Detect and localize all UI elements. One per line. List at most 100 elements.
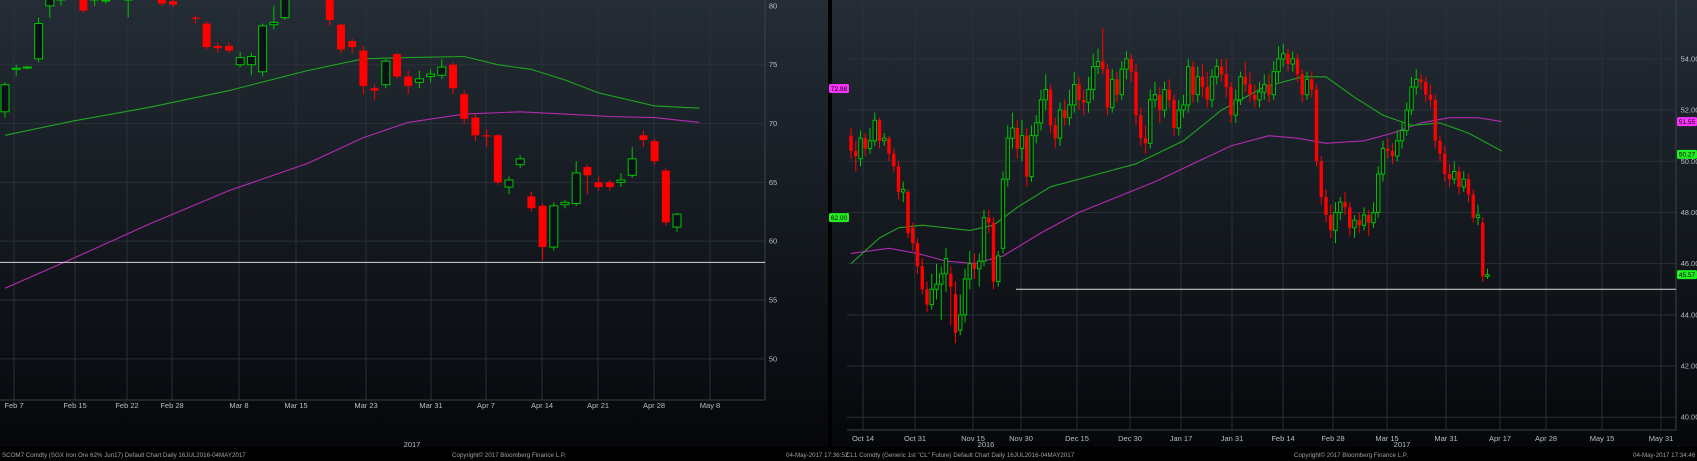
- candlestick: [627, 147, 637, 178]
- candlestick: [867, 127, 873, 154]
- candlestick: [1110, 69, 1115, 113]
- candle-body-up: [1276, 58, 1281, 73]
- x-tick-label: Mar 23: [354, 401, 377, 410]
- iron-ore-y-axis-ticks: 50 55 60 65 70 75 80: [769, 1, 777, 363]
- candlestick: [854, 140, 858, 172]
- moving-average-long-line: [4, 111, 700, 289]
- candle-body-up: [269, 21, 279, 26]
- candlestick: [906, 189, 910, 239]
- candle-body-up: [571, 172, 581, 205]
- candle-body-up: [1181, 104, 1186, 111]
- candlestick: [1000, 171, 1006, 254]
- iron-ore-ma-long-tag: 72.98: [829, 83, 849, 93]
- candlestick: [877, 117, 882, 149]
- candle-body-down: [1205, 87, 1209, 100]
- crude-oil-candlesticks: [849, 28, 1490, 343]
- candle-body-up: [280, 0, 290, 19]
- candlestick: [101, 0, 111, 4]
- candlestick: [1119, 61, 1124, 100]
- candle-body-up: [1119, 68, 1124, 96]
- candle-body-up: [1209, 76, 1215, 101]
- candle-body-up: [958, 314, 963, 331]
- candle-body-down: [1115, 79, 1119, 95]
- candle-body-up: [1233, 99, 1238, 116]
- candle-body-up: [1290, 58, 1295, 65]
- iron-ore-ma-long-tag-box: [829, 83, 849, 93]
- iron-ore-ma-long-tag-text: 72.98: [831, 86, 848, 93]
- candlestick: [1438, 135, 1442, 162]
- candle-body-down: [1428, 94, 1433, 100]
- candlestick: [1077, 76, 1081, 111]
- candle-body-down: [1134, 71, 1138, 116]
- candlestick: [1115, 71, 1119, 103]
- candlestick: [1286, 48, 1290, 72]
- candlestick: [887, 135, 891, 162]
- candlestick: [348, 38, 357, 53]
- candlestick: [616, 172, 626, 188]
- candle-body-up: [1010, 127, 1015, 139]
- candle-body-down: [1424, 81, 1428, 95]
- candlestick: [1424, 76, 1428, 103]
- candle-body-down: [527, 196, 536, 209]
- candlestick: [1233, 89, 1238, 123]
- candle-body-up: [1067, 104, 1072, 119]
- candle-body-down: [1025, 135, 1029, 177]
- candlestick: [1395, 130, 1400, 162]
- candle-body-down: [1143, 138, 1148, 144]
- candle-body-up: [934, 283, 939, 290]
- candle-body-up: [426, 73, 436, 77]
- candle-body-down: [1390, 151, 1395, 157]
- candlestick: [1371, 202, 1376, 228]
- candlestick: [987, 209, 991, 233]
- candlestick: [1238, 71, 1243, 105]
- y-tick-label: 55: [769, 296, 777, 305]
- candlestick: [1129, 53, 1133, 82]
- candlestick: [1367, 209, 1371, 236]
- candle-body-up: [45, 0, 55, 7]
- candlestick: [1143, 125, 1148, 154]
- candle-body-up: [1072, 83, 1077, 106]
- candle-body-up: [1086, 89, 1091, 103]
- candle-body-down: [863, 138, 867, 149]
- candlestick: [925, 281, 929, 313]
- x-tick-label: Feb 15: [63, 401, 86, 410]
- y-tick-label: 70: [769, 119, 777, 128]
- candlestick: [515, 155, 525, 169]
- moving-average-short-line: [850, 76, 1503, 265]
- iron-ore-candlesticks: [0, 0, 682, 260]
- iron-ore-plot-background: [0, 0, 828, 447]
- candle-body-down: [1077, 84, 1081, 100]
- last-price-tag-text: 45.57: [1679, 272, 1696, 279]
- candlestick: [1457, 166, 1461, 195]
- candlestick: [1343, 191, 1347, 215]
- candlestick: [934, 263, 939, 300]
- candlestick: [1485, 268, 1490, 279]
- candle-body-up: [515, 158, 525, 166]
- candlestick: [1386, 138, 1390, 159]
- candlestick: [414, 70, 424, 89]
- candlestick: [1481, 217, 1485, 282]
- candlestick: [1082, 89, 1086, 116]
- x-tick-label: May 31: [1649, 434, 1674, 443]
- candlestick: [426, 69, 436, 83]
- candlestick: [1172, 94, 1176, 136]
- candlestick: [325, 0, 334, 26]
- candle-body-up: [1452, 170, 1457, 180]
- candle-body-up: [1148, 99, 1153, 144]
- candlestick: [1134, 63, 1138, 126]
- candlestick: [1361, 207, 1367, 231]
- candle-body-down: [854, 151, 858, 157]
- candlestick: [1290, 51, 1295, 72]
- candle-body-down: [404, 76, 413, 86]
- candle-body-up: [1271, 71, 1276, 96]
- candlestick: [504, 176, 514, 195]
- candlestick: [1253, 84, 1257, 108]
- ma-long-value-tag-text: 51.55: [1679, 119, 1696, 126]
- candlestick: [583, 164, 592, 195]
- candle-body-down: [925, 289, 929, 305]
- candle-body-up: [1238, 76, 1243, 101]
- candlestick: [650, 138, 659, 165]
- candle-body-down: [157, 0, 166, 4]
- candle-body-down: [1243, 76, 1247, 85]
- candlestick: [1443, 145, 1447, 182]
